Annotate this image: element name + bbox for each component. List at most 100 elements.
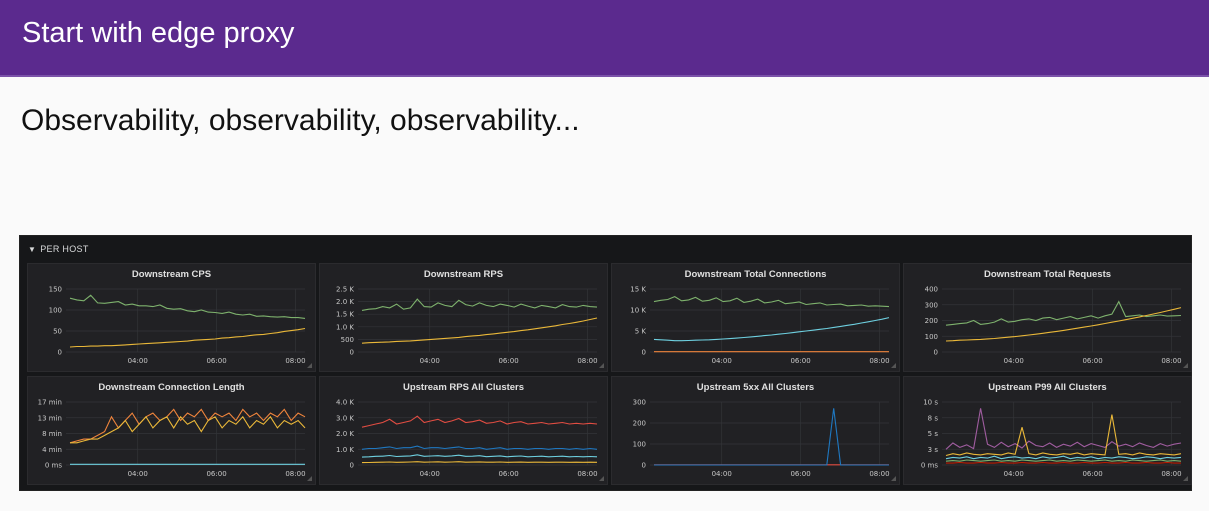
panel-title[interactable]: Downstream CPS	[131, 269, 212, 280]
y-tick-label: 0 ms	[45, 462, 62, 470]
x-tick-label: 06:00	[206, 357, 226, 365]
series-line-1	[69, 408, 306, 444]
x-tick-label: 08:00	[1161, 470, 1181, 478]
x-tick-label: 06:00	[790, 357, 810, 365]
y-tick-label: 0 ms	[921, 462, 938, 470]
x-tick-label: 06:00	[498, 470, 518, 478]
y-tick-label: 8 min	[42, 430, 62, 438]
row-header-per-host[interactable]: ▼ PER HOST	[28, 244, 89, 258]
x-tick-label: 06:00	[790, 470, 810, 478]
series-line-1	[945, 300, 1182, 326]
x-tick-label: 08:00	[1161, 357, 1181, 365]
y-tick-label: 400	[925, 286, 938, 294]
slide-title: Start with edge proxy	[22, 17, 295, 49]
y-tick-label: 300	[633, 399, 646, 407]
y-tick-label: 5 K	[635, 328, 647, 336]
y-tick-label: 17 min	[38, 399, 62, 407]
y-tick-label: 3.0 K	[336, 414, 354, 422]
y-tick-label: 10 s	[923, 399, 938, 407]
series-line-2	[945, 307, 1182, 342]
panel-title[interactable]: Upstream RPS All Clusters	[402, 382, 525, 393]
series-line-2	[70, 415, 306, 444]
slide-header-banner: Start with edge proxy	[0, 0, 1209, 77]
x-tick-label: 04:00	[712, 357, 732, 365]
panel-downstream-rps[interactable]: Downstream RPS 2.5 K 2.0 K 1.5 K 1.0 K 500 0 04…	[319, 263, 608, 372]
series-line-2	[945, 414, 1182, 457]
resize-handle-icon[interactable]	[1183, 476, 1188, 481]
panel-title[interactable]: Downstream Connection Length	[98, 382, 245, 393]
panel-graph: 2.5 K 2.0 K 1.5 K 1.0 K 500 0 04:00 06:00 08:00	[336, 286, 604, 368]
series-line-2	[361, 445, 598, 450]
resize-handle-icon[interactable]	[891, 363, 896, 368]
panel-downstream-total-connections[interactable]: Downstream Total Connections 15 K 10 K 5 K 0…	[611, 263, 900, 372]
series-line-1	[361, 298, 598, 311]
y-tick-label: 0	[934, 349, 938, 357]
x-tick-label: 04:00	[128, 470, 148, 478]
y-tick-label: 10 K	[630, 307, 646, 315]
y-tick-label: 150	[49, 286, 62, 294]
series-line-2	[361, 317, 598, 344]
panel-downstream-connection-length[interactable]: Downstream Connection Length 17 min 13 min…	[27, 376, 316, 485]
resize-handle-icon[interactable]	[307, 363, 312, 368]
y-tick-label: 3 s	[928, 446, 939, 454]
panel-graph: 15 K 10 K 5 K 0 04:00 06:00 08:00	[630, 286, 896, 368]
panel-upstream-rps-all-clusters[interactable]: Upstream RPS All Clusters 4.0 K 3.0 K 2.0 K…	[319, 376, 608, 485]
x-tick-label: 06:00	[498, 357, 518, 365]
panel-upstream-p99-all-clusters[interactable]: Upstream P99 All Clusters 10 s 8 s 5 s 3 s 0 …	[903, 376, 1192, 485]
y-tick-label: 8 s	[928, 414, 939, 422]
series-line-1	[945, 408, 1182, 450]
panel-graph: 4.0 K 3.0 K 2.0 K 1.0 K 0 04:00 06:00 08:00	[336, 399, 604, 481]
resize-handle-icon[interactable]	[891, 476, 896, 481]
y-tick-label: 50	[53, 328, 62, 336]
y-tick-label: 1.5 K	[336, 311, 354, 319]
y-tick-label: 100	[633, 441, 646, 449]
panel-graph: 300 200 100 0 04:00 06:00 08:00	[633, 399, 896, 481]
resize-handle-icon[interactable]	[599, 476, 604, 481]
x-tick-label: 08:00	[285, 470, 305, 478]
panel-title[interactable]: Downstream Total Requests	[983, 269, 1112, 280]
series-line-4	[361, 461, 598, 464]
panel-title[interactable]: Downstream RPS	[423, 269, 504, 280]
y-tick-label: 100	[49, 307, 62, 315]
y-tick-label: 0	[642, 349, 646, 357]
panel-title[interactable]: Upstream P99 All Clusters	[988, 382, 1107, 393]
resize-handle-icon[interactable]	[307, 476, 312, 481]
x-tick-label: 08:00	[577, 470, 597, 478]
x-tick-label: 04:00	[1004, 470, 1024, 478]
y-tick-label: 13 min	[38, 414, 62, 422]
x-tick-label: 06:00	[1082, 357, 1102, 365]
y-tick-label: 5 s	[928, 430, 939, 438]
series-line-2	[654, 408, 889, 466]
series-line-1	[361, 415, 598, 428]
y-tick-label: 100	[925, 333, 938, 341]
panel-downstream-total-requests[interactable]: Downstream Total Requests 400 300 200 100 0 04…	[903, 263, 1192, 372]
resize-handle-icon[interactable]	[599, 363, 604, 368]
y-tick-label: 2.5 K	[336, 286, 354, 294]
y-tick-label: 1.0 K	[336, 323, 354, 331]
panel-title[interactable]: Upstream 5xx All Clusters	[696, 382, 815, 393]
slide-subtitle: Observability, observability, observabil…	[21, 104, 580, 137]
x-tick-label: 08:00	[869, 357, 889, 365]
panel-graph: 10 s 8 s 5 s 3 s 0 ms 04:00 06:00 08:00	[921, 399, 1188, 481]
panel-title[interactable]: Downstream Total Connections	[684, 269, 827, 280]
series-line-2	[653, 317, 890, 342]
y-tick-label: 2.0 K	[336, 298, 354, 306]
y-tick-label: 500	[341, 336, 354, 344]
series-line-2	[69, 327, 306, 348]
y-tick-label: 1.0 K	[336, 446, 354, 454]
resize-handle-icon[interactable]	[1183, 363, 1188, 368]
y-tick-label: 0	[350, 462, 354, 470]
panel-upstream-5xx-all-clusters[interactable]: Upstream 5xx All Clusters 300 200 100 0 04:00…	[611, 376, 900, 485]
x-tick-label: 06:00	[1082, 470, 1102, 478]
y-tick-label: 0	[58, 349, 62, 357]
y-tick-label: 15 K	[630, 286, 646, 294]
chevron-down-icon[interactable]: ▼	[28, 245, 37, 254]
panel-graph: 17 min 13 min 8 min 4 min 0 ms 04:00 06:00 08:0…	[38, 399, 312, 481]
series-line-4	[945, 459, 1182, 462]
row-title: PER HOST	[40, 244, 89, 254]
y-tick-label: 0	[642, 462, 646, 470]
grafana-dashboard: ▼ PER HOST Downstream CPS 150 100 50 0 04:00 06…	[19, 235, 1192, 491]
y-tick-label: 0	[350, 349, 354, 357]
panel-downstream-cps[interactable]: Downstream CPS 150 100 50 0 04:00 06:00 08:00	[27, 263, 316, 372]
series-line-1	[69, 294, 306, 319]
